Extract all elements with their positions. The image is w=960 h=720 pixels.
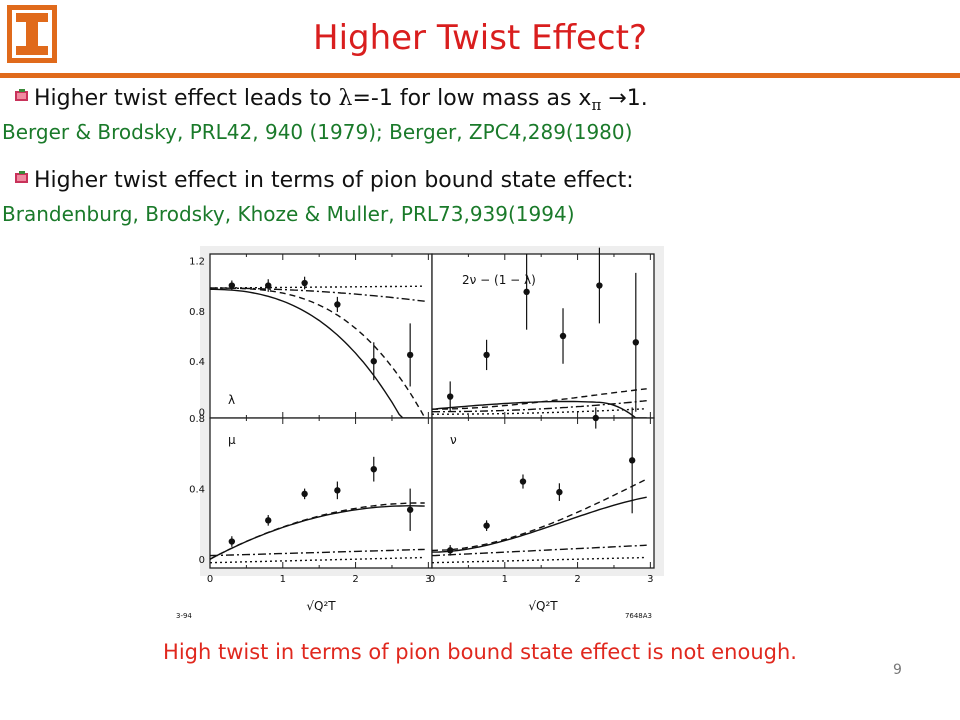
y-tick-label: 1.2: [189, 256, 205, 267]
theory-curve: [432, 388, 647, 410]
panel-label: 2ν − (1 − λ): [462, 273, 536, 287]
figure-corner-right: 7648A3: [625, 612, 652, 620]
data-point: [301, 279, 308, 287]
x-tick-label: 2: [574, 574, 580, 585]
data-point: [446, 393, 454, 400]
bullet-1-text-after: 1.: [626, 86, 648, 111]
theory-curve: [431, 544, 647, 557]
logo-bottom-bar: [16, 46, 48, 55]
x-axis-label: √Q²T: [528, 599, 558, 613]
data-point: [483, 522, 490, 529]
theory-curve: [432, 496, 647, 553]
data-point: [523, 288, 530, 296]
data-point: [265, 282, 272, 289]
theory-curve: [432, 408, 647, 415]
arrow-symbol: →: [601, 86, 627, 111]
x-tick-label: 0: [207, 574, 213, 585]
bullet-1-text-mid: =-1 for low mass as x: [352, 86, 592, 111]
university-logo: [7, 5, 57, 63]
y-tick-label: 0.4: [189, 357, 205, 368]
data-point: [596, 282, 603, 289]
y-tick-label: 0.8: [189, 414, 205, 425]
data-point: [483, 351, 490, 359]
panel-frame: [209, 253, 433, 419]
x-axis-label: √Q²T: [306, 599, 336, 613]
x-tick-label: 1: [502, 574, 508, 585]
theory-curve: [209, 556, 425, 564]
x-tick-label: 1: [280, 574, 286, 585]
bullet-icon: [15, 171, 28, 183]
bullet-2: Higher twist effect in terms of pion bou…: [14, 168, 634, 193]
panel-label: λ: [228, 393, 235, 407]
data-point: [628, 457, 636, 464]
theory-curve: [431, 556, 647, 564]
title-divider: [0, 73, 960, 78]
x-tick-label: 3: [647, 574, 653, 585]
theory-curve: [432, 400, 647, 413]
figure-corner-left: 3-94: [176, 612, 192, 620]
data-point: [519, 478, 527, 485]
pi-subscript: π: [591, 96, 602, 114]
theory-curve: [209, 505, 425, 560]
x-tick-label: 0: [429, 574, 435, 585]
panel-label: ν: [450, 433, 457, 447]
data-point: [559, 332, 567, 340]
theory-curve: [210, 288, 425, 419]
reference-1: Berger & Brodsky, PRL42, 940 (1979); Ber…: [2, 120, 633, 144]
logo-top-bar: [16, 13, 48, 22]
x-tick-label: 2: [352, 574, 358, 585]
data-point: [370, 465, 377, 473]
data-point: [228, 538, 236, 545]
theory-curve: [431, 478, 648, 552]
data-point: [370, 358, 377, 365]
data-point: [446, 547, 454, 554]
slide-title: Higher Twist Effect?: [313, 18, 647, 58]
y-tick-label: 0.8: [189, 307, 205, 318]
data-point: [592, 414, 599, 422]
bullet-2-text: Higher twist effect in terms of pion bou…: [34, 168, 634, 193]
panel-frame: [431, 417, 655, 569]
y-tick-label: 0: [199, 408, 205, 419]
y-tick-label: 0.4: [189, 485, 205, 496]
panel-label: μ: [228, 433, 236, 447]
data-point: [632, 339, 640, 346]
conclusion-text: High twist in terms of pion bound state …: [163, 640, 797, 664]
bullet-icon: [15, 89, 28, 101]
theory-curve: [209, 548, 425, 557]
data-point: [406, 506, 414, 513]
x-tick-label: 3: [425, 574, 431, 585]
data-point: [228, 282, 236, 289]
panel-frame: [431, 253, 655, 419]
theory-curve: [209, 502, 425, 560]
reference-2: Brandenburg, Brodsky, Khoze & Muller, PR…: [2, 202, 575, 226]
data-point: [301, 490, 308, 498]
data-point: [556, 488, 563, 496]
bullet-1: Higher twist effect leads to λ=-1 for lo…: [14, 86, 648, 114]
bullet-1-text-before: Higher twist effect leads to: [34, 86, 339, 111]
y-tick-label: 0: [199, 555, 205, 566]
logo-stem: [26, 22, 38, 46]
lambda-symbol: λ: [338, 86, 353, 111]
panel-frame: [209, 417, 433, 569]
data-point: [334, 487, 341, 494]
page-number: 9: [893, 662, 902, 678]
theory-curve: [209, 285, 425, 289]
data-point: [334, 301, 341, 308]
data-point: [406, 351, 414, 359]
data-point: [265, 517, 272, 524]
